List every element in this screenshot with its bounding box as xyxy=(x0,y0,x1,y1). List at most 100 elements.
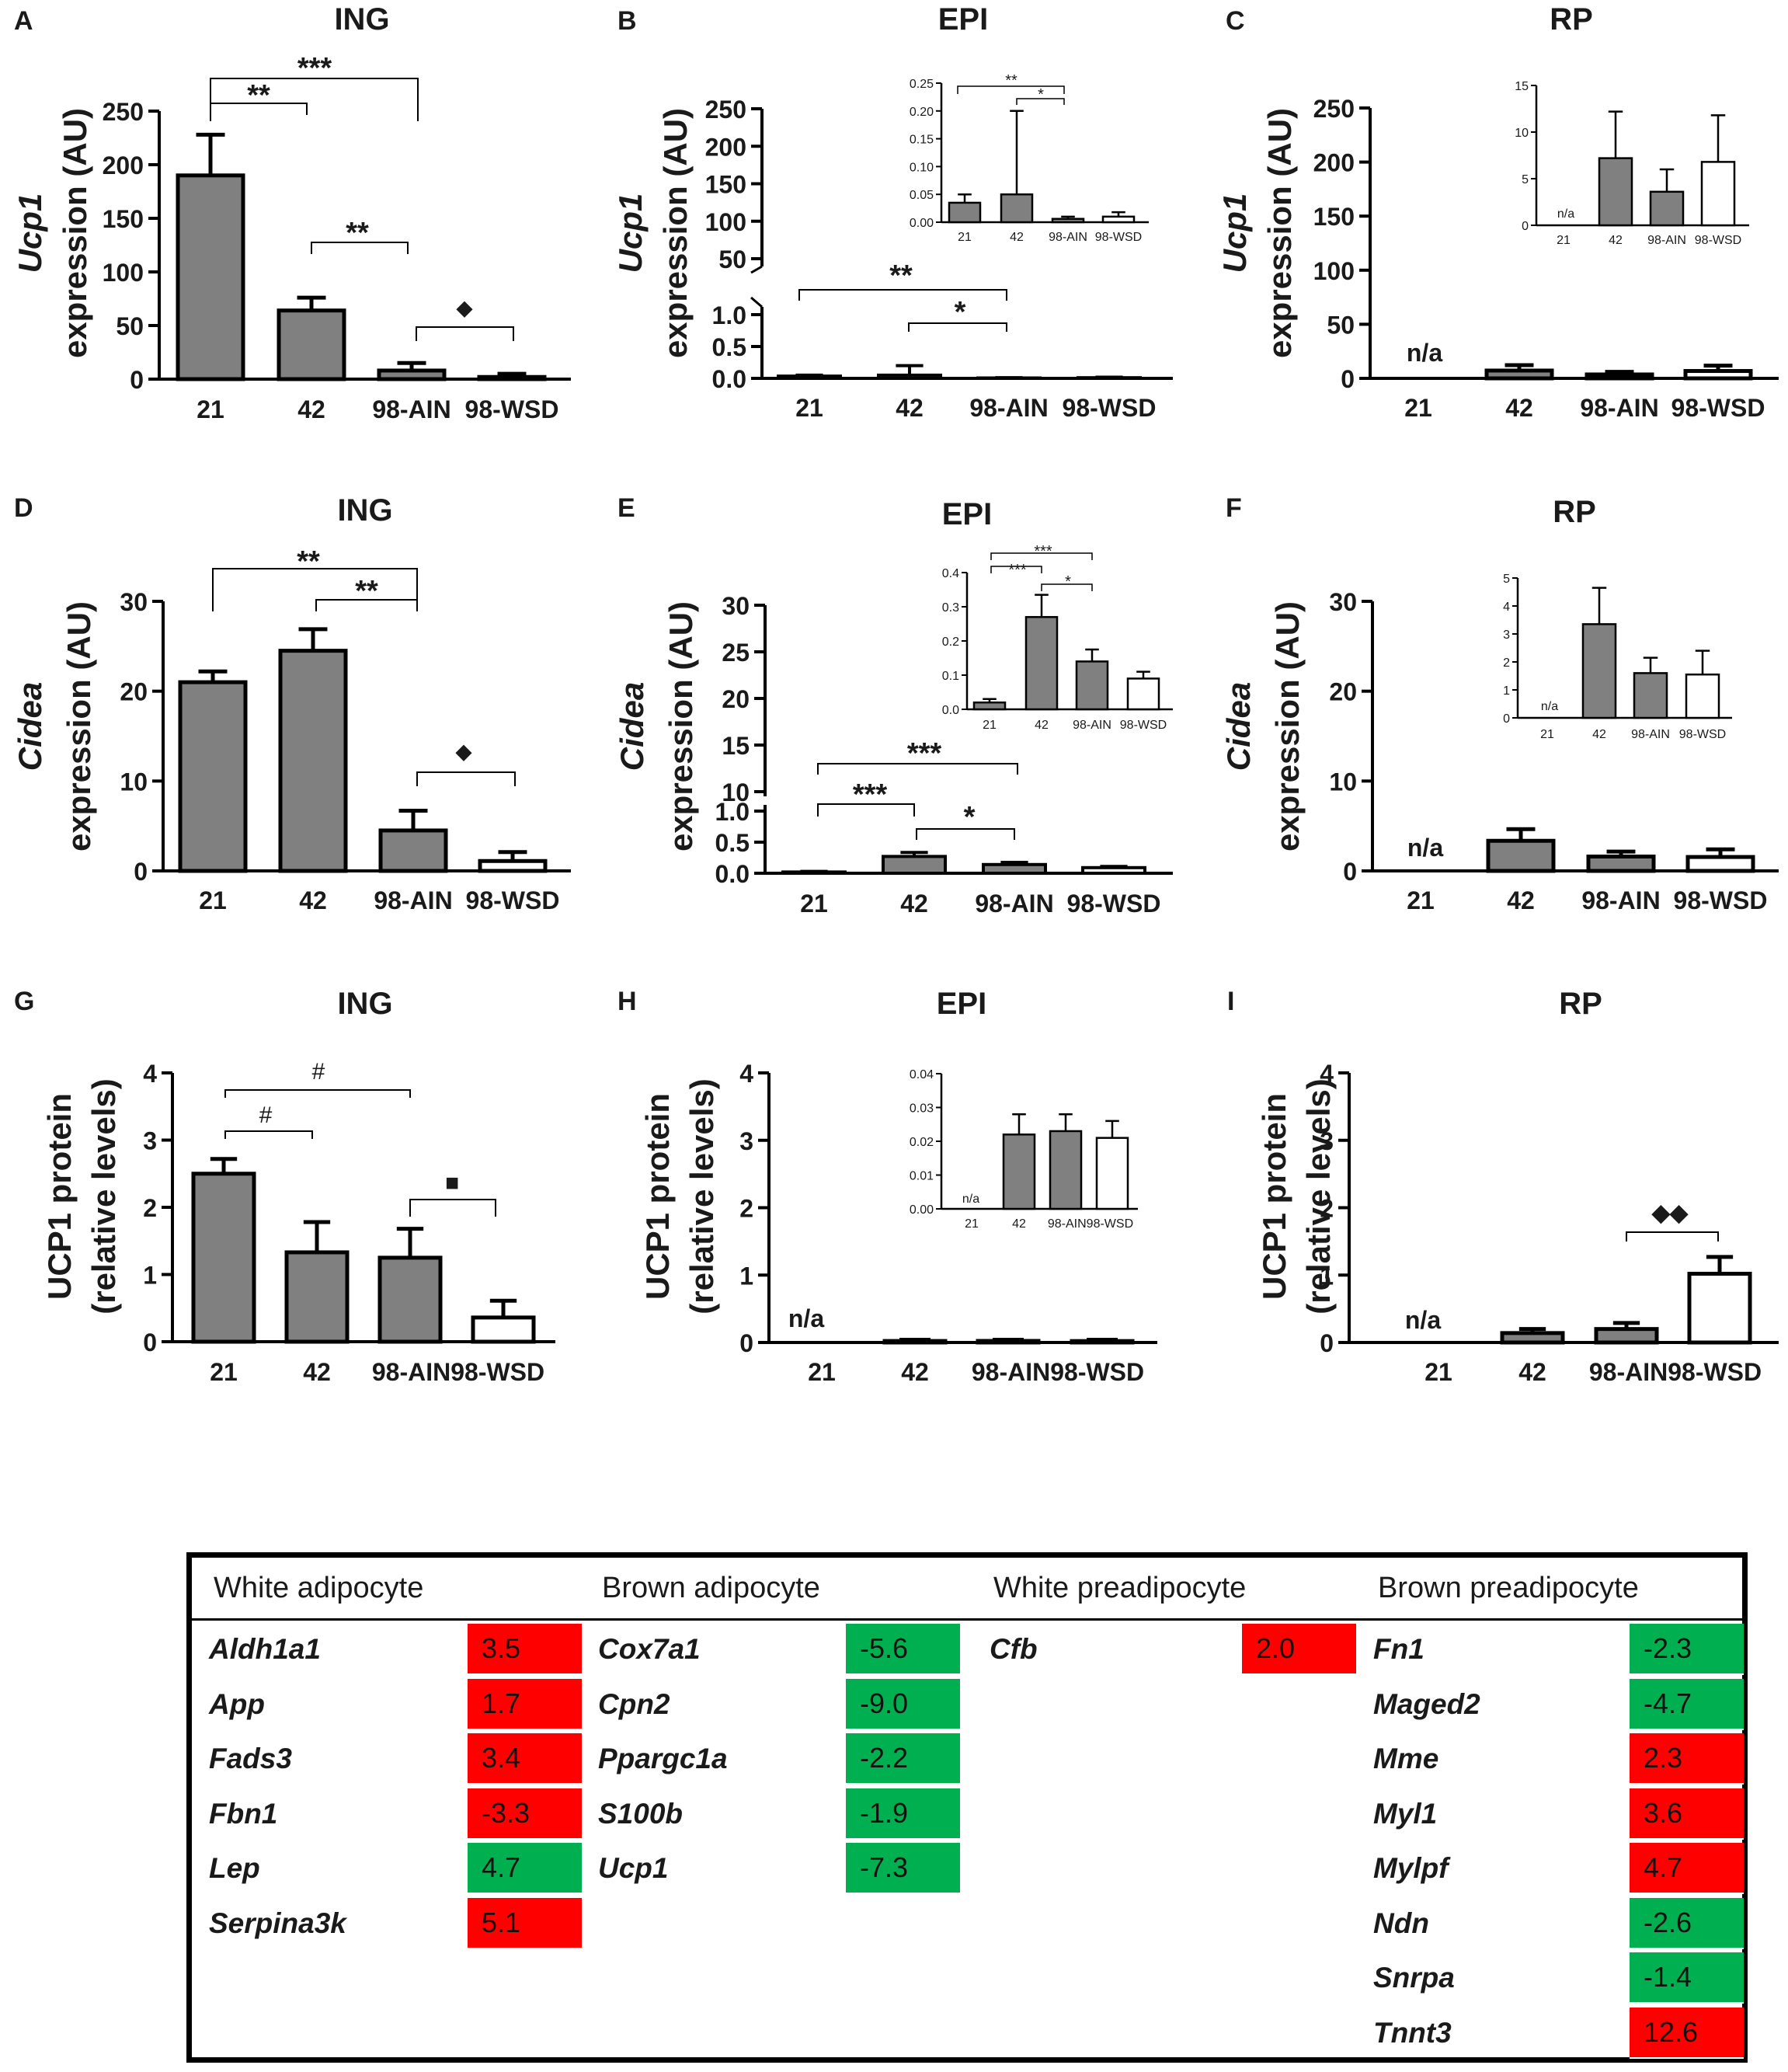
fold-change-0-3: -3.3 xyxy=(468,1788,582,1840)
panel-e-inset-bracket-0 xyxy=(990,552,1093,560)
panel-d-y-tick-label-3: 30 xyxy=(120,588,148,616)
fold-change-0-1: 1.7 xyxy=(468,1678,582,1730)
panel-b-x-label-1: 42 xyxy=(896,394,924,422)
panel-b-y-tick-label-1: 0.5 xyxy=(712,333,746,361)
panel-i-x-label-0: 21 xyxy=(1424,1358,1452,1386)
panel-a-y-tick-label-0: 0 xyxy=(130,366,144,394)
panel-i-bar-3 xyxy=(1687,1272,1752,1345)
panel-f-y-tick-label-0: 0 xyxy=(1343,858,1357,886)
panel-f-letter: F xyxy=(1226,493,1242,523)
panel-e-inset-sig-2: * xyxy=(1065,573,1071,590)
panel-f-x-label-3: 98-WSD xyxy=(1674,886,1768,914)
panel-e-sig-2: * xyxy=(964,801,976,834)
panel-a-bar-1 xyxy=(277,308,346,381)
fold-change-1-2: -2.2 xyxy=(846,1733,960,1785)
panel-b-y-tick-label-6: 200 xyxy=(705,133,746,161)
fold-change-1-0: -5.6 xyxy=(846,1624,960,1675)
gene-name-0-0: Aldh1a1 xyxy=(209,1633,321,1665)
panel-e-inset-bar-2 xyxy=(1075,660,1109,711)
panel-b-y-tick-label-5: 150 xyxy=(705,171,746,199)
panel-b-inset-x-label-0: 21 xyxy=(958,231,972,244)
panel-c-x-label-1: 42 xyxy=(1505,394,1533,422)
panel-g-sig-2: ■ xyxy=(445,1170,459,1196)
panel-a-letter: A xyxy=(14,6,33,36)
panel-e-bracket-2 xyxy=(916,828,1015,840)
panel-f-bar-1 xyxy=(1486,838,1556,873)
panel-e-y-tick-label-4: 15 xyxy=(722,732,750,760)
panel-i-bracket-0 xyxy=(1626,1231,1719,1241)
panel-d-y-tick-label-0: 0 xyxy=(134,858,148,886)
panel-c-y-tick-label-5: 250 xyxy=(1313,95,1355,123)
gene-name-0-5: Serpina3k xyxy=(209,1907,346,1939)
panel-g-bar-1 xyxy=(284,1250,350,1344)
panel-g-y-tick-label-4: 4 xyxy=(143,1060,157,1088)
panel-a-x-label-0: 21 xyxy=(197,395,224,423)
panel-b-axis-break-lower xyxy=(750,296,763,308)
fold-change-3-3: 3.6 xyxy=(1630,1788,1744,1840)
table-header-divider xyxy=(192,1618,1742,1621)
panel-h-inset-bar-2 xyxy=(1049,1130,1083,1210)
panel-a-bar-2 xyxy=(377,368,447,381)
table-header-2: White preadipocyte xyxy=(993,1571,1247,1604)
panel-f-inset-y-tick-label-3: 3 xyxy=(1503,629,1510,642)
fold-change-0-4: 4.7 xyxy=(468,1843,582,1894)
panel-b-y-label-rest: expression (AU) xyxy=(657,108,694,358)
panel-b-inset-sig-1: * xyxy=(1038,86,1044,103)
panel-i-y-tick-label-2: 2 xyxy=(1320,1195,1334,1223)
gene-name-1-2: Ppargc1a xyxy=(598,1743,728,1774)
panel-a-y-tick-label-2: 100 xyxy=(103,259,144,287)
panel-c-bar-1 xyxy=(1484,368,1554,381)
panel-i-na-label: n/a xyxy=(1405,1306,1441,1334)
panel-g-y-label-l1: UCP1 protein xyxy=(41,1093,78,1300)
panel-g-bar-0 xyxy=(191,1172,256,1344)
panel-e-bracket-0 xyxy=(817,763,1018,775)
panel-f-inset-y-tick-label-5: 5 xyxy=(1503,573,1510,586)
panel-e-inset-x-label-3: 98-WSD xyxy=(1120,719,1167,732)
gene-name-3-1: Maged2 xyxy=(1373,1687,1480,1720)
panel-f-inset-y-tick-label-4: 4 xyxy=(1503,601,1510,614)
panel-b-inset-x-label-1: 42 xyxy=(1010,231,1024,244)
panel-e-inset-y-tick-label-4: 0.4 xyxy=(942,567,959,580)
panel-e-y-tick-label-5: 20 xyxy=(722,685,750,713)
panel-a-y-tick-label-3: 150 xyxy=(103,205,144,233)
panel-f-inset-y-tick-label-1: 1 xyxy=(1503,684,1510,698)
panel-f-bar-2 xyxy=(1586,854,1656,873)
panel-h-y-tick-label-1: 1 xyxy=(739,1262,753,1290)
panel-h-x-label-0: 21 xyxy=(808,1358,836,1386)
panel-f-x-label-1: 42 xyxy=(1507,886,1535,914)
panel-b-inset-bar-0 xyxy=(948,201,982,224)
panel-h-inset-y-tick-label-2: 0.02 xyxy=(910,1136,934,1149)
panel-e-bar-0 xyxy=(781,870,847,876)
gene-name-0-3: Fbn1 xyxy=(209,1797,278,1830)
panel-b-inset-y-tick-label-0: 0.00 xyxy=(910,217,934,230)
panel-b-title: EPI xyxy=(938,2,988,37)
panel-h-y-tick-label-4: 4 xyxy=(739,1060,753,1088)
panel-b-inset-y-tick-label-4: 0.20 xyxy=(910,106,934,119)
panel-e-x-label-1: 42 xyxy=(900,890,928,918)
panel-c-bar-2 xyxy=(1585,372,1654,381)
panel-i-sig-0: ◆◆ xyxy=(1651,1200,1689,1226)
panel-h-y-tick-label-0: 0 xyxy=(739,1329,753,1357)
panel-e-inset-sig-0: *** xyxy=(1034,543,1052,560)
panel-g-bracket-2 xyxy=(409,1199,496,1217)
fold-change-1-1: -9.0 xyxy=(846,1678,960,1730)
panel-e-bar-1 xyxy=(882,855,947,876)
panel-d-y-label-rest: expression (AU) xyxy=(61,601,97,851)
gene-name-3-7: Tnnt3 xyxy=(1373,2016,1452,2049)
panel-f-inset-bar-1 xyxy=(1581,623,1617,719)
panel-c-inset-x-label-2: 98-AIN xyxy=(1647,234,1686,247)
panel-d-sig-0: ** xyxy=(297,545,320,578)
panel-f-inset-x-label-1: 42 xyxy=(1592,728,1606,741)
panel-e-letter: E xyxy=(617,493,635,523)
panel-h-inset-x-label-1: 42 xyxy=(1012,1217,1026,1231)
panel-c-inset-y-tick-label-2: 10 xyxy=(1515,127,1529,140)
panel-f-inset-x-label-0: 21 xyxy=(1540,728,1554,741)
gene-name-0-2: Fads3 xyxy=(209,1743,292,1774)
panel-c-inset-na-label: n/a xyxy=(1557,207,1574,221)
panel-g-sig-0: # xyxy=(312,1059,325,1085)
panel-f-y-tick-label-3: 30 xyxy=(1329,588,1357,616)
fold-change-3-7: 12.6 xyxy=(1630,2007,1744,2059)
table-header-0: White adipocyte xyxy=(214,1571,424,1604)
panel-b-inset-bar-3 xyxy=(1101,215,1136,224)
panel-e-y-label-gene: Cidea xyxy=(614,682,650,771)
